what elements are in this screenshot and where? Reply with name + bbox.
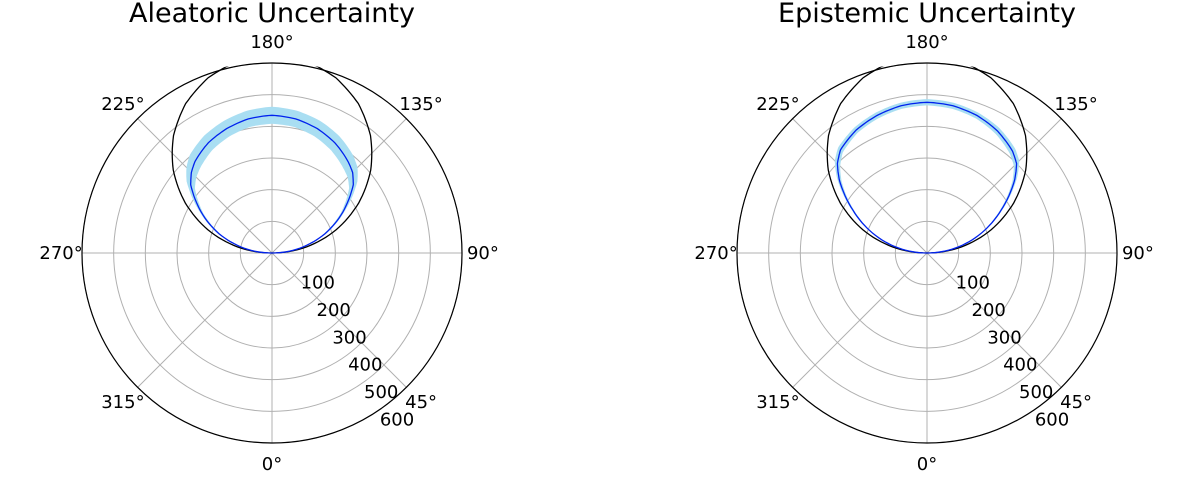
chart-title: Aleatoric Uncertainty (129, 0, 415, 29)
angle-tick-label: 135° (399, 94, 442, 115)
radial-tick-label: 400 (1003, 355, 1037, 376)
radial-tick-label: 300 (987, 327, 1021, 348)
angle-tick-label: 90° (467, 243, 499, 264)
angle-tick-label: 315° (101, 392, 144, 413)
angle-tick-label: 225° (101, 94, 144, 115)
angle-tick-labels: 0° 45° 90° 135° 180° 225° 270° 315° (694, 32, 1153, 475)
mean-curve (836, 101, 1018, 254)
grid-spoke (926, 118, 1062, 254)
radial-tick-label: 600 (380, 410, 414, 431)
radial-tick-label: 200 (317, 300, 351, 321)
reference-curve (826, 61, 1028, 254)
mean-curve (190, 114, 354, 254)
angle-tick-label: 225° (756, 94, 799, 115)
radial-tick-label: 100 (956, 272, 990, 293)
radial-tick-label: 500 (364, 382, 398, 403)
grid (81, 62, 463, 444)
radial-tick-label: 400 (348, 355, 382, 376)
grid-spoke (137, 252, 273, 388)
aleatoric-polar-panel: Aleatoric Uncertainty 0° 45° 90° 135° 180° 22… (39, 0, 498, 475)
radial-tick-label: 200 (972, 300, 1006, 321)
angle-tick-label: 45° (1060, 392, 1092, 413)
grid-spoke (271, 118, 407, 254)
grid-spoke (792, 252, 928, 388)
reference-curve (171, 61, 373, 254)
angle-tick-label: 180° (905, 32, 948, 53)
grid-spoke (137, 118, 273, 254)
plot-area (171, 61, 373, 254)
epistemic-polar-panel: Epistemic Uncertainty 0° 45° 90° 135° 180° 22… (694, 0, 1153, 475)
polar-frame (736, 62, 1118, 444)
angle-tick-label: 0° (262, 454, 282, 475)
chart-title: Epistemic Uncertainty (778, 0, 1076, 29)
radial-tick-label: 300 (332, 327, 366, 348)
radial-tick-label: 500 (1019, 382, 1053, 403)
polar-frame (81, 62, 463, 444)
radial-tick-labels: 100 200 300 400 500 600 (301, 272, 415, 430)
angle-tick-label: 270° (694, 243, 737, 264)
angle-tick-label: 180° (250, 32, 293, 53)
plot-area (826, 61, 1028, 254)
grid-spoke (271, 252, 407, 388)
angle-tick-label: 270° (39, 243, 82, 264)
radial-tick-labels: 100 200 300 400 500 600 (956, 272, 1070, 430)
grid-spoke (926, 252, 1062, 388)
angle-tick-labels: 0° 45° 90° 135° 180° 225° 270° 315° (39, 32, 498, 475)
angle-tick-label: 135° (1054, 94, 1097, 115)
grid-spoke (792, 118, 928, 254)
angle-tick-label: 0° (917, 454, 937, 475)
angle-tick-label: 315° (756, 392, 799, 413)
radial-tick-label: 600 (1035, 410, 1069, 431)
angle-tick-label: 90° (1122, 243, 1154, 264)
angle-tick-label: 45° (405, 392, 437, 413)
radial-tick-label: 100 (301, 272, 335, 293)
